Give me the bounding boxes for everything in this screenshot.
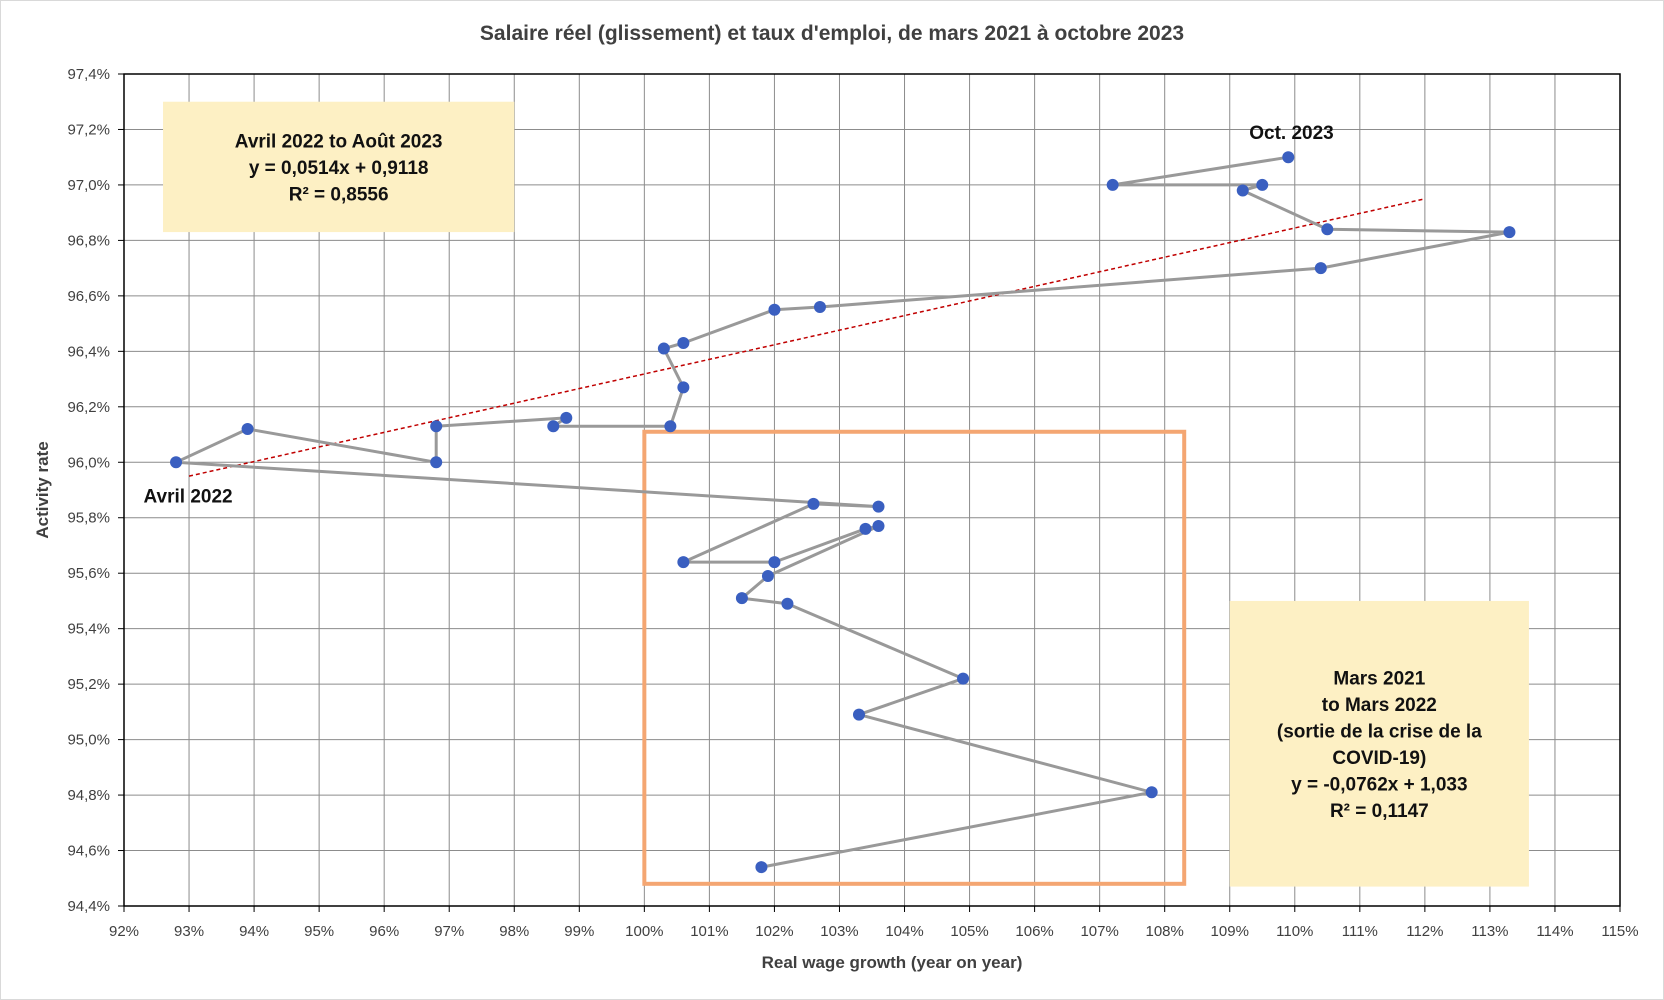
- equation-box-line: COVID-19): [1332, 748, 1426, 769]
- x-tick-label: 99%: [564, 923, 594, 940]
- data-point: [1282, 151, 1295, 164]
- equation-box-line: Avril 2022 to Août 2023: [235, 131, 443, 152]
- data-point: [1503, 226, 1516, 239]
- equation-box-line: R² = 0,1147: [1330, 801, 1429, 822]
- x-tick-label: 101%: [690, 923, 728, 940]
- x-tick-label: 105%: [950, 923, 988, 940]
- data-point: [768, 303, 781, 316]
- data-point: [859, 522, 872, 535]
- data-point: [1314, 262, 1327, 275]
- highlight-box: [642, 429, 1187, 886]
- x-tick-label: 113%: [1471, 923, 1508, 940]
- data-point: [872, 520, 885, 533]
- text-boxes: Avril 2022 to Août 2023 y = 0,0514x + 0,9…: [163, 101, 1529, 887]
- x-tick-label: 92%: [109, 923, 139, 940]
- data-point: [1236, 184, 1249, 197]
- data-point: [813, 300, 826, 313]
- equation-box: [1229, 600, 1529, 887]
- equation-box-line: (sortie de la crise de la: [1277, 722, 1482, 743]
- data-point: [1145, 786, 1158, 799]
- x-tick-label: 115%: [1601, 923, 1638, 940]
- x-tick-label: 97%: [434, 923, 464, 940]
- x-tick-label: 103%: [820, 923, 858, 940]
- x-tick-label: 93%: [174, 923, 204, 940]
- y-tick-label: 94,4%: [67, 898, 110, 915]
- data-point: [657, 342, 670, 355]
- data-point: [677, 381, 690, 394]
- y-tick-label: 94,8%: [67, 787, 110, 804]
- x-tick-label: 100%: [625, 923, 663, 940]
- data-point: [852, 708, 865, 721]
- data-point: [735, 592, 748, 605]
- y-tick-label: 97,0%: [67, 177, 110, 194]
- data-point: [241, 422, 254, 435]
- y-tick-label: 95,4%: [67, 621, 110, 638]
- equation-box-line: y = 0,0514x + 0,9118: [249, 158, 429, 179]
- data-point: [957, 672, 970, 685]
- x-tick-label: 111%: [1342, 923, 1378, 940]
- data-point: [430, 420, 443, 433]
- y-tick-label: 96,2%: [67, 399, 110, 416]
- data-point: [430, 456, 443, 469]
- y-tick-label: 96,6%: [67, 288, 110, 305]
- data-point: [755, 861, 768, 874]
- equation-box: [163, 101, 515, 233]
- data-point: [761, 569, 774, 582]
- equation-box-line: Mars 2021: [1333, 669, 1425, 690]
- y-tick-label: 96,0%: [67, 454, 110, 471]
- y-tick-label: 95,0%: [67, 732, 110, 749]
- data-point: [677, 556, 690, 569]
- chart-title: Salaire réel (glissement) et taux d'empl…: [480, 22, 1184, 45]
- x-tick-label: 94%: [239, 923, 269, 940]
- x-tick-label: 107%: [1080, 923, 1118, 940]
- annotation-label: Avril 2022: [144, 487, 233, 508]
- x-tick-label: 106%: [1015, 923, 1053, 940]
- highlight-layer: [642, 429, 1187, 886]
- equation-box-line: to Mars 2022: [1322, 695, 1437, 716]
- y-tick-label: 97,2%: [67, 121, 110, 138]
- y-tick-label: 97,4%: [67, 66, 110, 83]
- trendline-layer: [188, 198, 1426, 477]
- x-tick-label: 108%: [1146, 923, 1184, 940]
- data-point: [807, 497, 820, 510]
- x-tick-label: 112%: [1406, 923, 1443, 940]
- data-point: [547, 420, 560, 433]
- annotation-label: Oct. 2023: [1249, 123, 1334, 144]
- annotations: Avril 2022 Oct. 2023: [144, 123, 1334, 507]
- data-point: [560, 411, 573, 424]
- y-tick-label: 96,4%: [67, 343, 110, 360]
- data-point: [170, 456, 183, 469]
- data-point: [872, 500, 885, 513]
- x-tick-label: 98%: [499, 923, 529, 940]
- data-point: [1106, 178, 1119, 191]
- data-point: [664, 420, 677, 433]
- y-tick-label: 94,6%: [67, 843, 110, 860]
- y-tick-label: 95,8%: [67, 510, 110, 527]
- data-point: [1321, 223, 1334, 236]
- trendline: [188, 198, 1426, 477]
- x-tick-label: 102%: [755, 923, 793, 940]
- x-tick-label: 114%: [1536, 923, 1573, 940]
- y-tick-label: 95,6%: [67, 565, 110, 582]
- x-tick-label: 110%: [1276, 923, 1313, 940]
- tick-labels: 92% 93% 94% 95% 96% 97% 98% 99% 100% 101% 102% 103%…: [67, 66, 1638, 940]
- y-axis-label: Activity rate: [33, 441, 52, 538]
- x-tick-label: 109%: [1211, 923, 1249, 940]
- plot-area-border: [123, 73, 1621, 907]
- y-tick-label: 96,8%: [67, 232, 110, 249]
- series-points-layer: [170, 151, 1516, 874]
- x-axis-label: Real wage growth (year on year): [762, 953, 1023, 972]
- x-tick-label: 95%: [304, 923, 334, 940]
- data-point: [768, 556, 781, 569]
- equation-box-line: R² = 0,8556: [289, 184, 389, 205]
- data-point: [1256, 178, 1269, 191]
- y-tick-label: 95,2%: [67, 676, 110, 693]
- x-tick-label: 104%: [885, 923, 923, 940]
- data-point: [781, 597, 794, 610]
- data-point: [677, 337, 690, 350]
- equation-box-line: y = -0,0762x + 1,033: [1291, 775, 1467, 796]
- x-tick-label: 96%: [369, 923, 399, 940]
